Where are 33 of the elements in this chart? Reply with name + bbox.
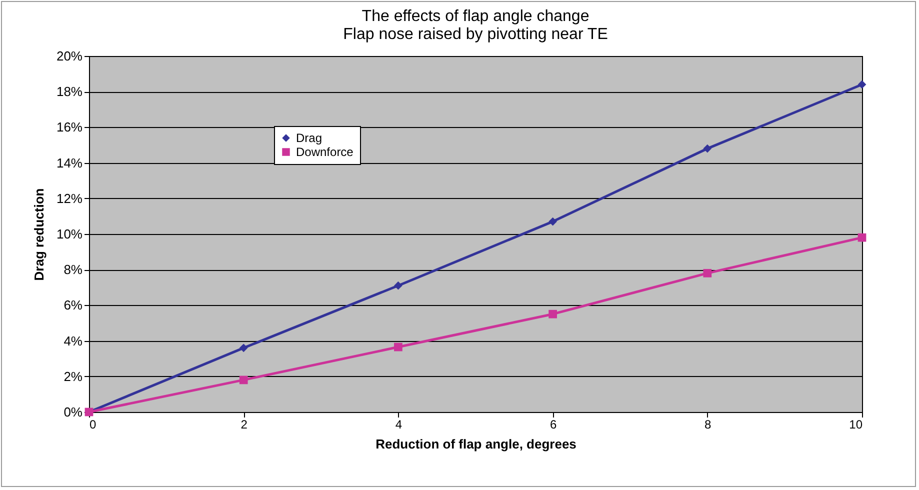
- x-tick-label: 8: [704, 418, 712, 432]
- y-tick-label: 12%: [56, 190, 83, 206]
- y-tick-label: 14%: [56, 155, 83, 170]
- point: [548, 217, 557, 226]
- chart-subtitle: Flap nose raised by pivotting near TE: [343, 26, 608, 43]
- point: [703, 268, 712, 278]
- y-tick-label: 6%: [64, 298, 83, 313]
- y-tick-label: 10%: [56, 226, 83, 242]
- point: [239, 344, 248, 352]
- chart-title: The effects of flap angle change: [362, 8, 590, 25]
- y-tick-label: 18%: [56, 84, 83, 100]
- y-tick-label: 4%: [64, 333, 83, 348]
- legend-label: Downforce: [296, 145, 354, 159]
- point: [394, 342, 402, 352]
- point: [858, 233, 866, 242]
- y-tick-label: 20%: [56, 48, 83, 64]
- y-tick-label: 0%: [64, 404, 83, 420]
- y-tick-label: 16%: [56, 120, 83, 135]
- point: [548, 310, 557, 318]
- x-tick-label: 6: [550, 418, 557, 432]
- point: [858, 80, 866, 89]
- point: [394, 281, 402, 290]
- x-tick-label: 4: [395, 418, 402, 432]
- legend-label: Drag: [296, 131, 322, 145]
- x-axis-title: Reduction of flap angle, degrees: [376, 436, 576, 452]
- x-tick-label: 2: [240, 418, 248, 432]
- x-tick-label: 0: [90, 418, 96, 432]
- y-axis-title: Drag reduction: [31, 188, 46, 281]
- y-tick-label: 2%: [64, 368, 83, 384]
- point: [239, 376, 248, 384]
- point: [703, 144, 712, 153]
- y-tick-label: 8%: [64, 262, 83, 278]
- x-tick-label: 10: [849, 418, 863, 432]
